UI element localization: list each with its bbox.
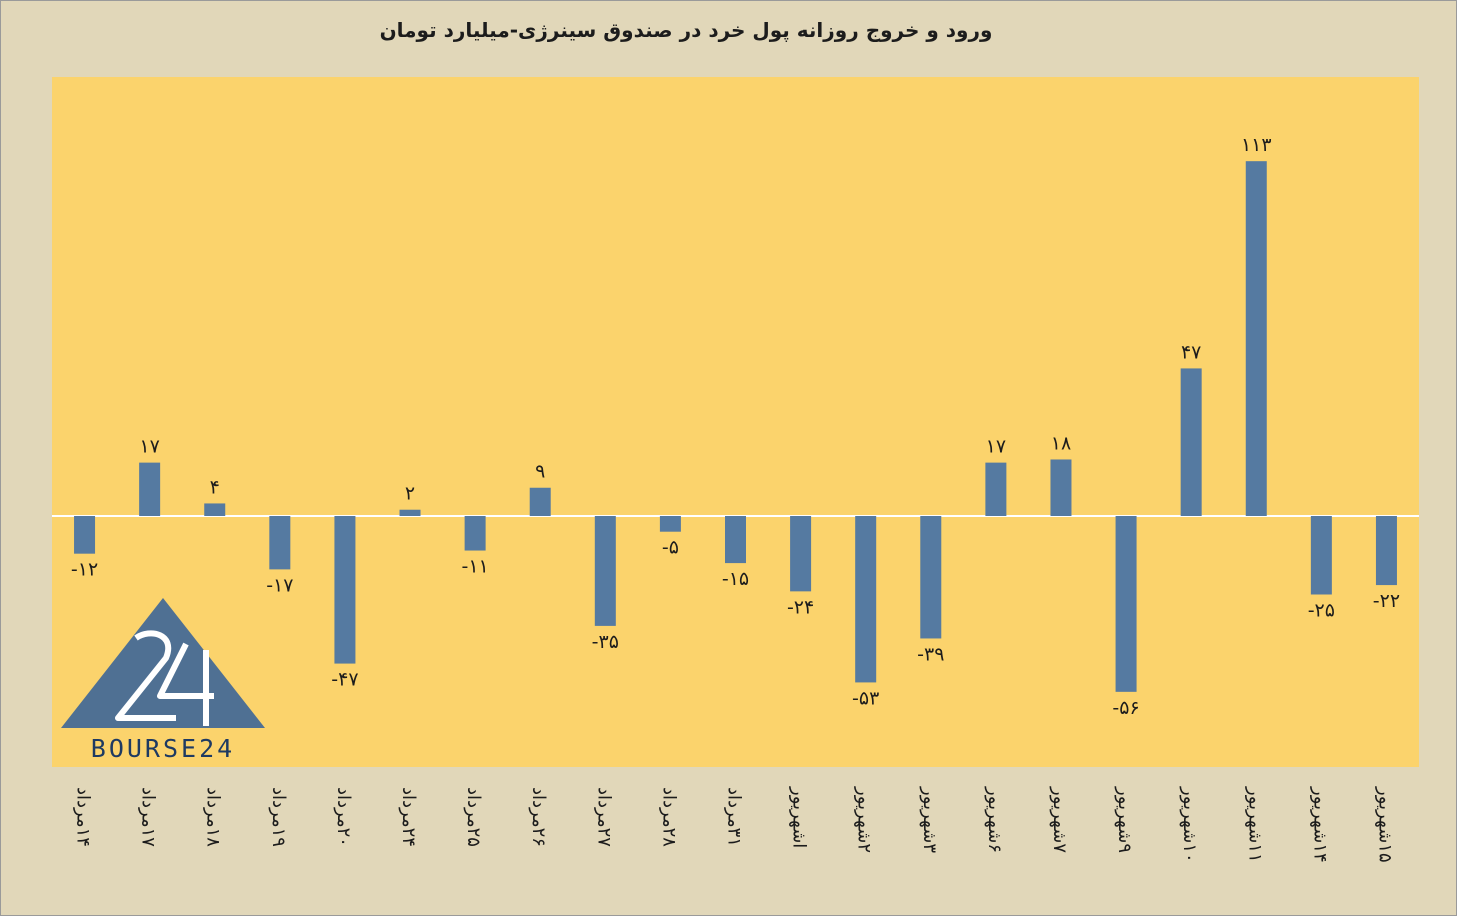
x-tick-label: ۱۹مرداد	[268, 787, 289, 847]
x-tick-label: ۲۶مرداد	[528, 787, 549, 847]
data-label: -۲۴	[787, 596, 814, 618]
x-tick-label: ۲شهریور	[854, 786, 875, 853]
data-label: -۵۳	[852, 687, 879, 709]
x-tick-label: ۲۵مرداد	[463, 787, 484, 847]
bar	[464, 516, 486, 551]
x-tick-label: ۳شهریور	[919, 786, 940, 853]
data-label: -۵۶	[1112, 697, 1139, 719]
x-tick-label: ۲۷مرداد	[593, 787, 614, 847]
bar	[1310, 516, 1332, 595]
bar	[204, 503, 226, 516]
bar	[1375, 516, 1397, 586]
bar	[139, 462, 161, 516]
data-label: -۲۵	[1308, 600, 1335, 622]
bar	[790, 516, 812, 592]
bar	[399, 509, 421, 516]
x-tick-label: ۳۱مرداد	[724, 787, 745, 847]
x-tick-label: اشهریور	[789, 786, 810, 848]
x-tick-label: ۲۰مرداد	[333, 787, 354, 847]
data-label: ۲	[405, 483, 415, 505]
bar	[529, 487, 551, 516]
x-tick-label: ۹شهریور	[1114, 786, 1135, 853]
data-label: ۱۷	[139, 436, 159, 458]
x-tick-label: ۶شهریور	[984, 786, 1005, 853]
data-label: ۴۷	[1181, 341, 1201, 363]
data-label: -۵	[662, 537, 679, 559]
data-label: ۱۷	[986, 436, 1006, 458]
data-label: ۴	[210, 476, 220, 498]
x-tick-label: ۱۱شهریور	[1244, 786, 1265, 863]
data-label: -۳۹	[917, 643, 944, 665]
data-label: ۱۸	[1051, 432, 1071, 454]
chart-title: ورود و خروج روزانه پول خرد در صندوق سینر…	[379, 18, 993, 42]
x-tick-label: ۱۵شهریور	[1374, 786, 1395, 863]
bar	[1115, 516, 1137, 692]
x-tick-label: ۱۸مرداد	[203, 787, 224, 847]
x-tick-label: ۲۸مرداد	[658, 787, 679, 847]
bourse24-logo-icon	[61, 598, 265, 728]
data-label: ۱۱۳	[1241, 134, 1272, 156]
data-label: -۱۵	[722, 568, 749, 590]
data-label: -۱۱	[461, 556, 488, 578]
bar	[1180, 368, 1202, 516]
x-tick-label: ۱۴شهریور	[1309, 786, 1330, 863]
x-tick-label: ۲۴مرداد	[398, 787, 419, 847]
data-label: -۴۷	[331, 669, 358, 691]
bar	[1245, 161, 1267, 516]
bar	[855, 516, 877, 683]
data-label: -۲۲	[1373, 590, 1400, 612]
x-tick-label: ۱۰شهریور	[1179, 786, 1200, 863]
bar	[269, 516, 291, 570]
bar	[1050, 459, 1072, 516]
bar	[985, 462, 1007, 516]
x-tick-label: ۷شهریور	[1049, 786, 1070, 853]
data-label: -۱۲	[71, 559, 98, 581]
x-tick-label: ۱۷مرداد	[138, 787, 159, 847]
bar	[659, 516, 681, 532]
bar	[725, 516, 746, 564]
bar	[920, 516, 942, 639]
data-label: -۳۵	[592, 631, 619, 653]
x-tick-label: ۱۴مرداد	[73, 787, 94, 847]
data-label: ۹	[535, 461, 545, 483]
bar	[594, 516, 616, 626]
bar	[74, 516, 96, 554]
data-label: -۱۷	[266, 574, 293, 596]
bar	[334, 516, 356, 664]
logo-wordmark: BOURSE24	[90, 734, 236, 763]
